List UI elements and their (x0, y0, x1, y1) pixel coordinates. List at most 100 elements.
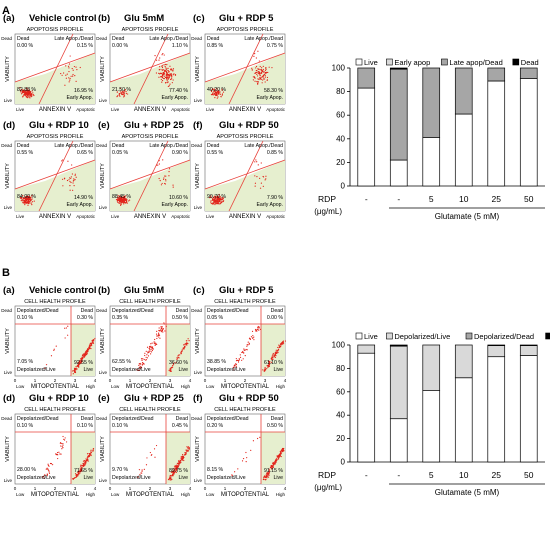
event-dot (73, 369, 75, 372)
event-dot (124, 201, 126, 204)
x-number-tick: 2 (54, 486, 57, 491)
event-dot (262, 74, 265, 77)
event-dot (181, 458, 183, 460)
y-axis-label: VIABILITY (195, 328, 201, 354)
x-number-tick: 4 (189, 378, 192, 383)
x-number-tick: 1 (129, 486, 132, 491)
event-dot (88, 452, 90, 455)
event-dot (23, 199, 26, 202)
x-number-tick: 1 (224, 486, 227, 491)
event-dot (169, 73, 171, 75)
event-dot (55, 453, 57, 455)
event-dot (276, 458, 278, 460)
event-dot (211, 94, 214, 96)
panel-title: Vehicle control (29, 285, 97, 296)
event-dot (121, 91, 123, 93)
cell-health-stacked-bar-chart: LiveDepolarized/LiveDepolarized/DeadDead… (314, 332, 550, 497)
event-dot (178, 357, 180, 359)
event-dot (77, 473, 79, 476)
panel-title: Glu + RDP 50 (219, 393, 279, 404)
y-tick-bottom: Live (99, 370, 108, 375)
x-number-tick: 4 (284, 378, 287, 383)
quadrant-dead-label: Dead (17, 143, 30, 149)
quadrant-dead-label: Dead (207, 36, 220, 42)
gate-line-vertical (228, 33, 264, 105)
event-dot (213, 89, 216, 91)
x-number-tick: 0 (204, 378, 207, 383)
event-dot (82, 460, 85, 462)
event-dot (265, 178, 267, 180)
event-dot (213, 91, 215, 93)
quadrant-early-value: 16.95 % (74, 88, 93, 94)
event-dot (116, 199, 119, 202)
event-dot (272, 464, 274, 466)
event-dot (65, 65, 67, 67)
event-dot (258, 327, 260, 329)
event-dot (210, 200, 212, 202)
event-dot (70, 75, 72, 77)
event-dot (87, 460, 89, 462)
event-dot (115, 198, 118, 201)
event-dot (159, 57, 161, 59)
event-dot (26, 91, 28, 94)
event-dot (252, 76, 254, 78)
panel-letter: (b) (98, 285, 110, 296)
quadrant-late-label: Late Apop./Dead (54, 143, 93, 149)
quadrant-live-value: 90.70 % (207, 194, 226, 200)
event-dot (254, 182, 257, 184)
event-dot (181, 459, 183, 461)
event-dot (162, 328, 164, 330)
event-dot (31, 90, 33, 92)
event-dot (179, 354, 181, 356)
event-dot (165, 175, 167, 177)
event-dot (161, 73, 164, 76)
quadrant-dead-label: Dead (112, 36, 125, 42)
quadrant-dead-value: 0.10 % (77, 423, 94, 429)
y-tick-bottom: Live (4, 478, 13, 483)
legend-label: Live (364, 58, 378, 67)
event-dot (265, 66, 267, 69)
event-dot (258, 60, 260, 62)
event-dot (187, 342, 189, 345)
event-dot (68, 179, 70, 181)
event-dot (62, 185, 64, 187)
event-dot (47, 468, 49, 470)
event-dot (221, 93, 224, 95)
event-dot (86, 459, 88, 461)
event-dot (257, 82, 259, 85)
event-dot (140, 358, 143, 360)
event-dot (70, 181, 72, 184)
event-dot (25, 196, 27, 198)
event-dot (53, 349, 55, 351)
event-dot (161, 64, 163, 67)
event-dot (266, 79, 268, 82)
event-dot (118, 202, 120, 204)
event-dot (253, 76, 256, 79)
event-dot (251, 330, 254, 332)
event-dot (214, 203, 216, 206)
event-dot (187, 338, 189, 340)
event-dot (159, 66, 161, 68)
event-dot (167, 71, 170, 73)
gate-line-diagonal (14, 52, 96, 83)
event-dot (164, 71, 166, 73)
event-dot (265, 72, 267, 74)
event-dot (71, 173, 73, 175)
event-dot (118, 94, 120, 96)
x-axis-label: ANNEXIN V (229, 214, 261, 220)
event-dot (168, 73, 170, 76)
event-dot (155, 72, 158, 74)
live-gate-region (205, 160, 285, 211)
event-dot (282, 449, 284, 451)
bar-segment-live (389, 418, 408, 463)
event-dot (174, 73, 177, 76)
quadrant-depdead-value: 0.10 % (17, 315, 34, 321)
event-dot (179, 462, 181, 464)
event-dot (119, 201, 121, 203)
event-dot (48, 472, 51, 474)
event-dot (251, 69, 253, 71)
event-dot (75, 176, 77, 178)
event-dot (235, 363, 237, 365)
event-dot (262, 76, 264, 78)
